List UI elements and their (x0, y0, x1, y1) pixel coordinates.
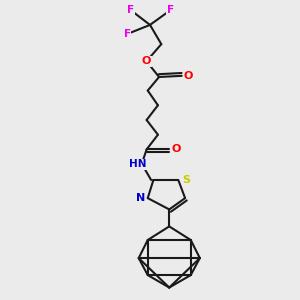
Text: O: O (184, 71, 193, 81)
Text: S: S (182, 175, 190, 185)
Text: HN: HN (129, 159, 146, 169)
Text: F: F (124, 29, 131, 39)
Text: O: O (142, 56, 151, 66)
Text: N: N (136, 193, 146, 203)
Text: O: O (171, 144, 181, 154)
Text: F: F (167, 5, 174, 15)
Text: F: F (127, 5, 134, 15)
